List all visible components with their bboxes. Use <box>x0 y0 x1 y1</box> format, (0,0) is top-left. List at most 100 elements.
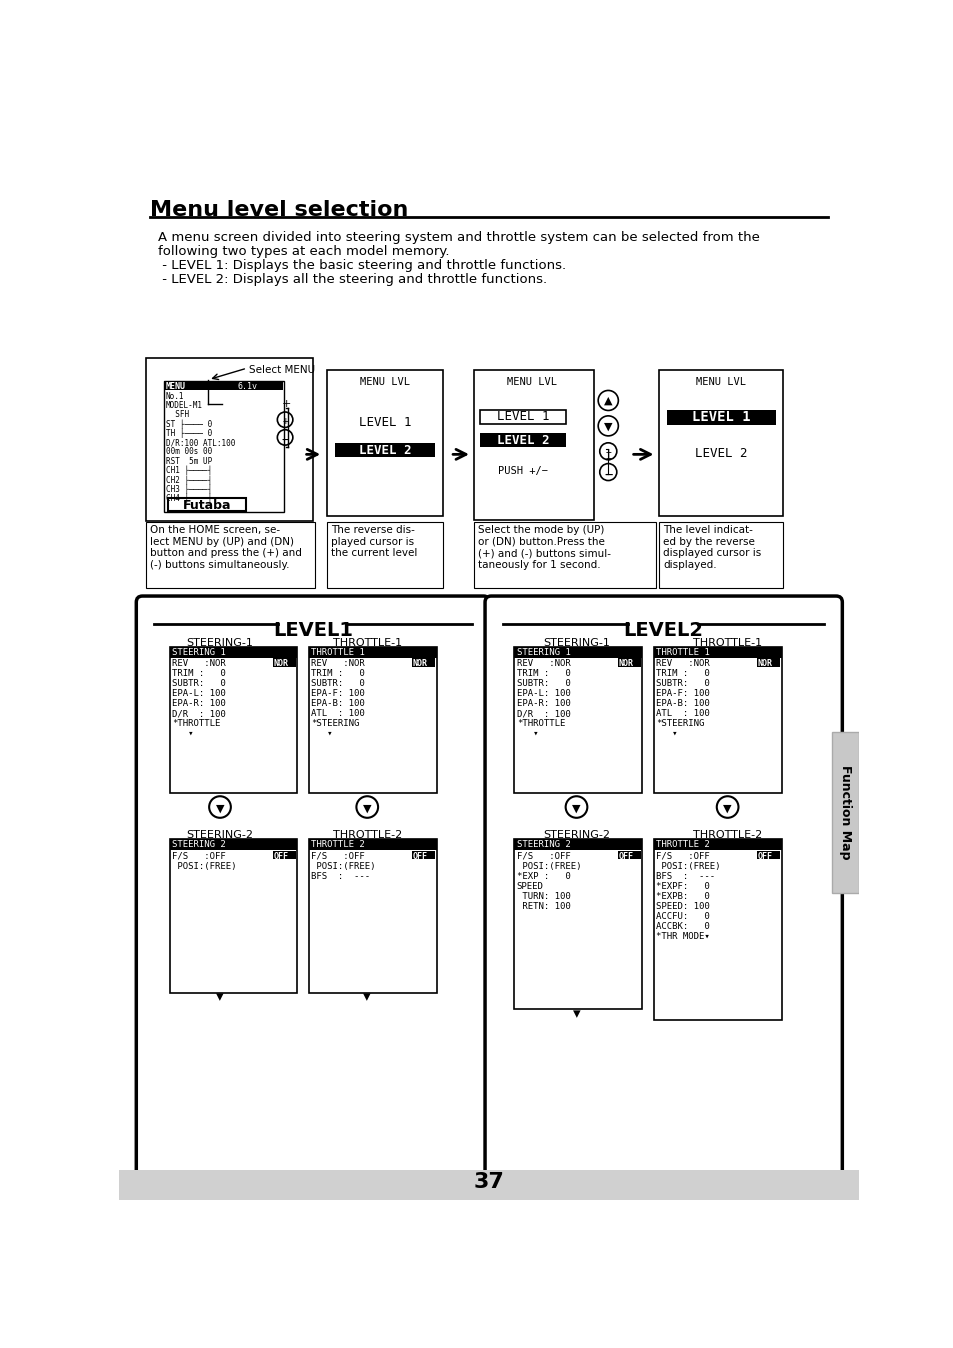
Text: SUBTR:   0: SUBTR: 0 <box>656 679 709 689</box>
Text: BFS  :  ---: BFS : --- <box>656 872 715 880</box>
Text: LEVEL 2: LEVEL 2 <box>358 443 411 457</box>
Text: following two types at each model memory.: following two types at each model memory… <box>158 245 449 257</box>
Text: OFF: OFF <box>618 852 633 860</box>
Text: EPA-L: 100: EPA-L: 100 <box>517 689 570 698</box>
Text: THROTTLE 2: THROTTLE 2 <box>656 840 709 849</box>
Text: MENU LVL: MENU LVL <box>696 377 745 387</box>
Text: The reverse dis-
played cursor is
the current level: The reverse dis- played cursor is the cu… <box>331 526 416 558</box>
Text: THROTTLE-1: THROTTLE-1 <box>692 638 761 647</box>
Text: ▼: ▼ <box>722 803 731 813</box>
Text: LEVEL 1: LEVEL 1 <box>358 417 411 429</box>
Text: F/S   :OFF: F/S :OFF <box>311 852 365 860</box>
Text: On the HOME screen, se-
lect MENU by (UP) and (DN)
button and press the (+) and
: On the HOME screen, se- lect MENU by (UP… <box>150 526 302 570</box>
Text: No.1: No.1 <box>166 392 184 400</box>
Text: SUBTR:   0: SUBTR: 0 <box>311 679 365 689</box>
Bar <box>309 647 436 793</box>
Text: +: + <box>282 399 291 408</box>
Text: STEERING 1: STEERING 1 <box>517 647 570 656</box>
Bar <box>831 732 858 894</box>
FancyBboxPatch shape <box>484 596 841 1186</box>
Text: - LEVEL 1: Displays the basic steering and throttle functions.: - LEVEL 1: Displays the basic steering a… <box>158 259 565 272</box>
Text: PUSH +/−: PUSH +/− <box>497 466 547 476</box>
Text: *EXPB:   0: *EXPB: 0 <box>656 892 709 900</box>
Bar <box>119 1170 858 1200</box>
Text: ▼: ▼ <box>215 803 224 813</box>
Text: *STEERING: *STEERING <box>311 720 359 728</box>
Text: F/S   :OFF: F/S :OFF <box>517 852 570 860</box>
Bar <box>146 359 313 522</box>
Text: Select MENU: Select MENU <box>249 365 314 375</box>
Text: *EXPF:   0: *EXPF: 0 <box>656 882 709 891</box>
Text: TH ├──── 0: TH ├──── 0 <box>166 429 212 438</box>
Text: POSI:(FREE): POSI:(FREE) <box>311 861 375 871</box>
Text: ▾: ▾ <box>363 989 371 1004</box>
Text: TRIM :   0: TRIM : 0 <box>172 669 226 678</box>
Text: *EXP :   0: *EXP : 0 <box>517 872 570 880</box>
Bar <box>164 381 284 512</box>
Text: D/R  : 100: D/R : 100 <box>172 709 226 718</box>
Text: SPEED: SPEED <box>517 882 543 891</box>
Text: +: + <box>605 446 611 457</box>
Text: A menu screen divided into steering system and throttle system can be selected f: A menu screen divided into steering syst… <box>158 231 760 244</box>
Text: MENU LVL: MENU LVL <box>359 377 410 387</box>
Bar <box>170 840 297 851</box>
Text: CH1 ├────┤: CH1 ├────┤ <box>166 466 212 476</box>
Text: OFF: OFF <box>274 852 288 860</box>
Bar <box>335 442 435 457</box>
Text: EPA-F: 100: EPA-F: 100 <box>656 689 709 698</box>
Bar <box>309 840 436 851</box>
Text: STEERING 2: STEERING 2 <box>517 840 570 849</box>
Text: Select the mode by (UP)
or (DN) button.Press the
(+) and (-) buttons simul-
tane: Select the mode by (UP) or (DN) button.P… <box>477 526 611 570</box>
Bar <box>412 851 435 860</box>
Text: OFF: OFF <box>757 852 772 860</box>
Bar <box>654 840 781 851</box>
Text: TURN: 100: TURN: 100 <box>517 892 570 900</box>
Bar <box>514 647 641 793</box>
Text: +: + <box>282 417 288 426</box>
Text: D/R  : 100: D/R : 100 <box>517 709 570 718</box>
Bar <box>480 433 565 446</box>
Bar <box>235 381 282 391</box>
Text: MENU: MENU <box>166 381 186 391</box>
Text: SFH: SFH <box>166 411 189 419</box>
Text: ▾: ▾ <box>572 1007 579 1022</box>
Bar <box>164 381 235 391</box>
Text: F/S   :OFF: F/S :OFF <box>172 852 226 860</box>
Bar <box>514 840 641 1008</box>
Text: TRIM :   0: TRIM : 0 <box>517 669 570 678</box>
Text: SUBTR:   0: SUBTR: 0 <box>517 679 570 689</box>
Text: LEVEL 2: LEVEL 2 <box>695 446 747 460</box>
Text: POSI:(FREE): POSI:(FREE) <box>517 861 580 871</box>
Bar <box>474 522 656 588</box>
Bar <box>757 851 780 860</box>
Text: EPA-F: 100: EPA-F: 100 <box>311 689 365 698</box>
Bar <box>617 658 640 667</box>
Text: ATL  : 100: ATL : 100 <box>656 709 709 718</box>
Text: 00m 00s 00: 00m 00s 00 <box>166 448 212 457</box>
Text: *THR MODE▾: *THR MODE▾ <box>656 931 709 941</box>
Text: ▼: ▼ <box>363 803 371 813</box>
Text: The level indicat-
ed by the reverse
displayed cursor is
displayed.: The level indicat- ed by the reverse dis… <box>662 526 760 570</box>
Text: ▾: ▾ <box>311 729 333 739</box>
Bar <box>480 410 565 423</box>
Text: LEVEL1: LEVEL1 <box>273 621 353 640</box>
Text: NOR: NOR <box>413 659 428 669</box>
Text: Function Map: Function Map <box>838 766 851 860</box>
Text: STEERING 1: STEERING 1 <box>172 647 226 656</box>
Text: LEVEL 1: LEVEL 1 <box>691 411 750 425</box>
Text: ▾: ▾ <box>216 989 224 1004</box>
Bar <box>170 647 297 658</box>
Text: THROTTLE-1: THROTTLE-1 <box>333 638 401 647</box>
Text: THROTTLE 1: THROTTLE 1 <box>656 647 709 656</box>
Bar <box>309 840 436 993</box>
Text: LEVEL2: LEVEL2 <box>622 621 702 640</box>
Text: POSI:(FREE): POSI:(FREE) <box>656 861 720 871</box>
Bar <box>757 658 780 667</box>
Text: OFF: OFF <box>413 852 428 860</box>
Text: ▼: ▼ <box>572 803 580 813</box>
Text: LEVEL 2: LEVEL 2 <box>497 434 549 446</box>
Text: EPA-B: 100: EPA-B: 100 <box>656 700 709 708</box>
Bar <box>654 647 781 793</box>
Text: ▾: ▾ <box>656 729 678 739</box>
Text: Futaba: Futaba <box>182 499 231 512</box>
